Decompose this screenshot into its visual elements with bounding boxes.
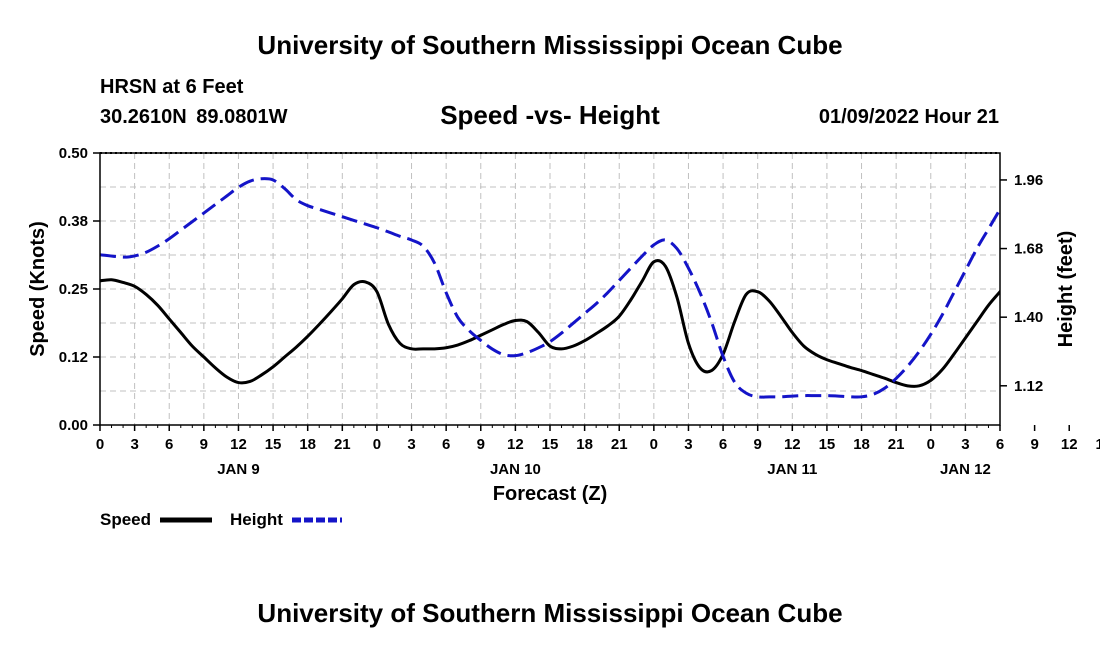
left-axis-tick-label: 0.12 — [59, 349, 88, 366]
chart-title: Speed -vs- Height — [440, 100, 660, 130]
x-axis-tick-label: 15 — [265, 436, 282, 453]
left-axis-tick-label: 0.00 — [59, 417, 88, 434]
x-axis-tick-label: 18 — [299, 436, 316, 453]
right-axis-tick-label: 1.40 — [1014, 309, 1043, 326]
day-label: JAN 11 — [767, 461, 817, 478]
x-axis-tick-label: 3 — [684, 436, 692, 453]
y-axis-right-title: Height (feet) — [1055, 231, 1077, 348]
x-axis-tick-label: 9 — [754, 436, 762, 453]
left-axis-tick-label: 0.38 — [59, 213, 88, 230]
x-axis-tick-label: 9 — [477, 436, 485, 453]
x-axis-tick-label: 0 — [650, 436, 658, 453]
series-layer — [100, 177, 1000, 399]
day-label: JAN 10 — [490, 461, 541, 478]
legend-speed-label: Speed — [100, 510, 151, 529]
legend: Speed Height — [100, 510, 342, 529]
y-axis-left-title: Speed (Knots) — [27, 221, 49, 357]
x-axis-title: Forecast (Z) — [493, 483, 607, 505]
left-axis-tick-label: 0.25 — [59, 281, 88, 298]
main-title: University of Southern Mississippi Ocean… — [257, 30, 843, 60]
series-line-height — [100, 177, 1000, 399]
day-label: JAN 12 — [940, 461, 991, 478]
x-axis-tick-label: 12 — [230, 436, 247, 453]
x-axis-tick-label: 6 — [442, 436, 450, 453]
x-axis-tick-label: 12 — [784, 436, 801, 453]
axis-labels: 0.00 0.12 0.25 0.38 0.50 1.12 1.40 1.68 1.96 0 3 6 9… — [59, 145, 1100, 478]
x-axis-tick-label: 15 — [542, 436, 559, 453]
left-axis-tick-label: 0.50 — [59, 145, 88, 162]
footer-title: University of Southern Mississippi Ocean… — [257, 598, 843, 628]
day-label: JAN 9 — [217, 461, 260, 478]
station-coordinates: 30.2610N 89.0801W — [100, 106, 288, 128]
x-axis-tick-label: 0 — [96, 436, 104, 453]
station-label: HRSN at 6 Feet — [100, 76, 244, 98]
x-axis-tick-label: 21 — [334, 436, 351, 453]
axis-ticks — [93, 152, 1070, 431]
series-line-speed — [100, 259, 1000, 388]
x-axis-tick-label: 0 — [373, 436, 381, 453]
right-axis-tick-label: 1.96 — [1014, 172, 1043, 189]
x-axis-tick-label: 12 — [1061, 436, 1078, 453]
x-axis-tick-label: 18 — [576, 436, 593, 453]
right-axis-tick-label: 1.68 — [1014, 241, 1043, 258]
x-axis-tick-label: 9 — [200, 436, 208, 453]
x-axis-tick-label: 0 — [927, 436, 935, 453]
x-axis-tick-label: 3 — [130, 436, 138, 453]
x-axis-tick-label: 15 — [819, 436, 836, 453]
x-axis-tick-label: 18 — [853, 436, 870, 453]
right-axis-tick-label: 1.12 — [1014, 378, 1043, 395]
x-axis-tick-label: 6 — [996, 436, 1004, 453]
run-time: 01/09/2022 Hour 21 — [818, 106, 999, 128]
legend-height-label: Height — [230, 510, 283, 529]
x-axis-tick-label: 21 — [611, 436, 628, 453]
x-axis-tick-label: 12 — [507, 436, 524, 453]
x-axis-tick-label: 21 — [888, 436, 905, 453]
x-axis-tick-label: 3 — [407, 436, 415, 453]
x-axis-tick-label: 3 — [961, 436, 969, 453]
x-axis-tick-label: 6 — [719, 436, 727, 453]
x-axis-tick-label: 15 — [1096, 436, 1100, 453]
x-axis-tick-label: 6 — [165, 436, 173, 453]
x-axis-tick-label: 9 — [1030, 436, 1038, 453]
grid-lines — [100, 153, 1000, 425]
